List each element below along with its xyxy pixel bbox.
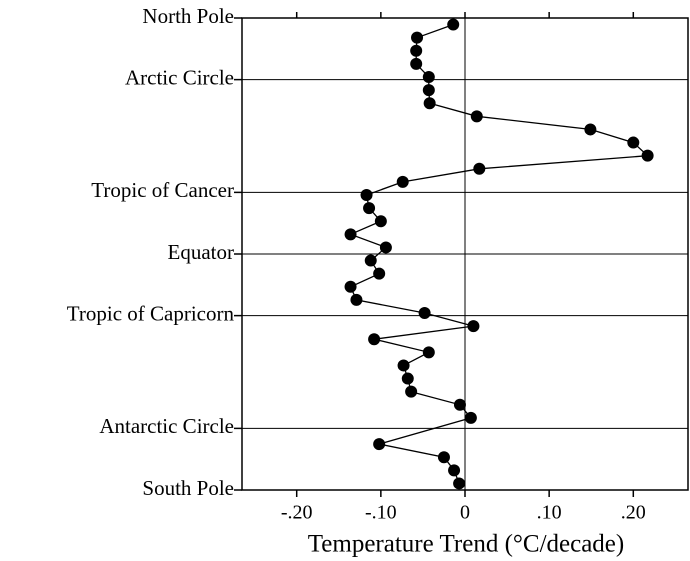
data-point [360, 189, 373, 201]
y-tick-label: Tropic of Capricorn [67, 301, 235, 325]
x-tick-label: .20 [621, 502, 646, 524]
data-point [464, 411, 477, 424]
data-point [410, 44, 423, 57]
y-tick-label: Tropic of Cancer [91, 178, 234, 202]
data-point [379, 241, 392, 254]
data-point [410, 57, 423, 70]
data-point [405, 385, 418, 398]
data-point [368, 333, 381, 346]
data-point [344, 280, 357, 293]
x-tick-label: -.20 [281, 502, 313, 524]
data-point [453, 398, 466, 411]
data-point [584, 123, 597, 136]
data-point [364, 254, 377, 267]
data-point [373, 438, 386, 451]
data-point [418, 307, 431, 319]
data-point [422, 84, 435, 97]
data-point [627, 136, 640, 149]
x-axis-title: Temperature Trend (°C/decade) [308, 531, 624, 558]
x-tick-label: .10 [537, 502, 562, 524]
data-point [423, 97, 436, 110]
y-tick-label: Antarctic Circle [99, 414, 234, 438]
data-point [448, 464, 461, 477]
data-point [344, 228, 357, 241]
data-point [467, 320, 480, 333]
data-point [641, 149, 654, 162]
y-tick-label: Equator [168, 240, 234, 264]
data-point [397, 359, 410, 372]
x-tick-label: -.10 [365, 502, 397, 524]
data-point [396, 175, 409, 188]
data-point [453, 477, 466, 490]
data-point [422, 71, 435, 83]
data-point [373, 267, 386, 280]
y-tick-label: South Pole [142, 476, 234, 500]
x-tick-label: 0 [460, 502, 470, 524]
data-point [422, 346, 435, 359]
y-tick-label: North Pole [142, 4, 234, 28]
data-point [470, 110, 483, 123]
data-point [350, 293, 363, 306]
y-tick-label: Arctic Circle [125, 65, 234, 89]
data-point [374, 215, 387, 228]
data-point [447, 18, 460, 31]
data-point [437, 451, 450, 464]
data-point [401, 372, 414, 385]
data-point [473, 162, 486, 175]
data-point [411, 31, 424, 44]
data-point [363, 202, 376, 215]
